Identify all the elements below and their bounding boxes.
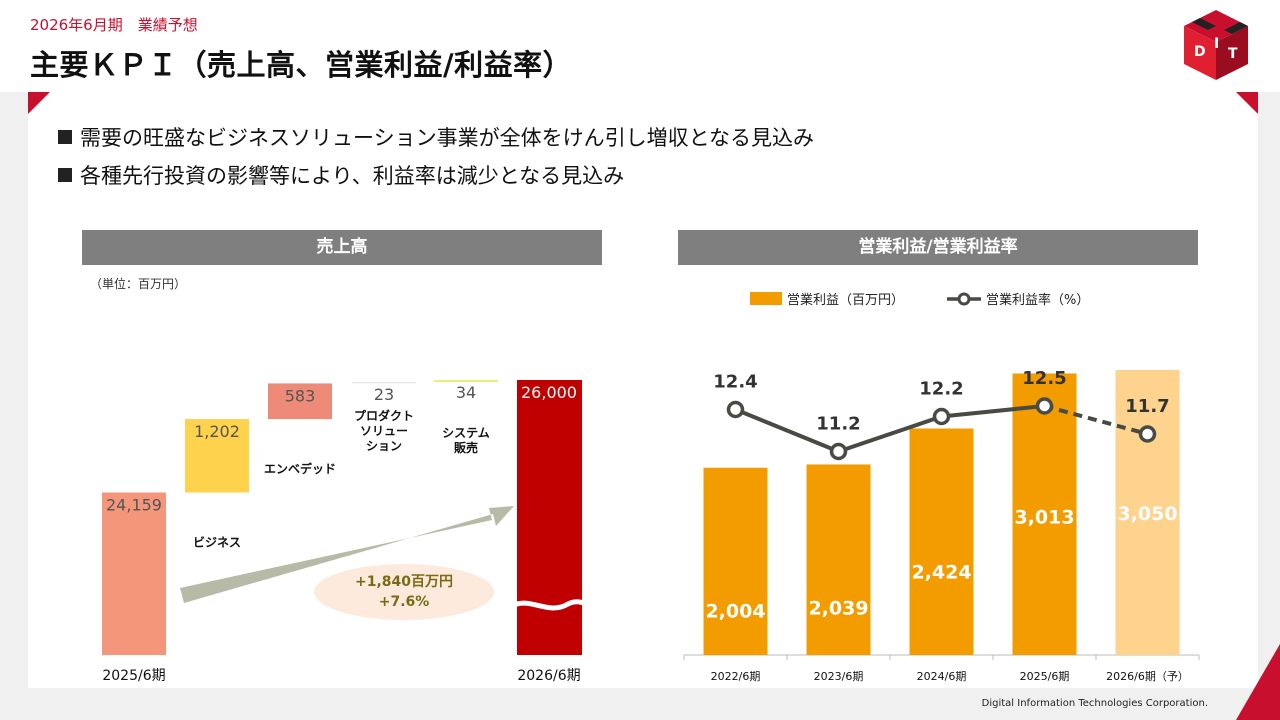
x-tick-label-4: 2025/6期 <box>1020 670 1070 683</box>
bullet-text: 需要の旺盛なビジネスソリューション事業が全体をけん引し増収となる見込み <box>80 126 814 150</box>
data-label-step-1: 1,202 <box>194 422 240 441</box>
dit-logo-icon: D I T <box>1184 10 1248 80</box>
category-label-step-4: システム販売 <box>442 426 490 455</box>
footer-company: Digital Information Technologies Corpora… <box>981 698 1208 709</box>
legend-line-label: 営業利益率（%） <box>986 292 1089 308</box>
category-label-step-2: エンベデッド <box>264 461 336 476</box>
header: 2026年6月期 業績予想 主要ＫＰＩ（売上高、営業利益/利益率） D I T <box>0 0 1280 92</box>
x-tick-label-1: 2022/6期 <box>711 670 761 683</box>
callout-percent: +7.6% <box>379 594 430 610</box>
data-label-step-4: 34 <box>456 383 476 402</box>
bar-step-4 <box>434 379 498 383</box>
margin-point-5 <box>1138 425 1157 443</box>
x-label-end: 2026/6期 <box>517 668 580 684</box>
bullet-square-icon <box>58 168 72 182</box>
profit-data-label-3: 2,424 <box>911 561 971 583</box>
corner-decoration-left <box>28 92 50 114</box>
margin-line-segment-1 <box>734 407 840 454</box>
margin-point-2 <box>829 442 848 461</box>
page-title: 主要ＫＰＩ（売上高、営業利益/利益率） <box>30 48 573 82</box>
x-tick-label-2: 2023/6期 <box>814 670 864 683</box>
margin-data-label-5: 11.7 <box>1125 396 1169 417</box>
category-label-step-3: プロダクトソリューション <box>354 408 414 453</box>
page-subtitle: 2026年6月期 業績予想 <box>30 16 198 34</box>
margin-data-label-4: 12.5 <box>1022 368 1066 389</box>
profit-bar-3 <box>909 428 974 655</box>
bar-start <box>102 492 166 655</box>
category-label-step-1: ビジネス <box>193 535 241 550</box>
margin-data-label-3: 12.2 <box>919 379 963 400</box>
data-label-end: 26,000 <box>521 383 577 402</box>
legend-bar-swatch <box>750 292 782 305</box>
corner-decoration-bottom-right <box>1236 644 1280 720</box>
data-label-step-3: 23 <box>374 385 394 404</box>
logo-letter-d: D <box>1194 44 1206 60</box>
margin-data-label-2: 11.2 <box>816 414 860 435</box>
margin-data-label-1: 12.4 <box>713 372 757 393</box>
profit-data-label-2: 2,039 <box>808 597 868 619</box>
logo-letter-i: I <box>1214 36 1219 52</box>
margin-point-1 <box>726 400 745 419</box>
x-tick-label-3: 2024/6期 <box>917 670 967 683</box>
profit-bar-2 <box>806 464 871 655</box>
margin-point-4 <box>1035 397 1054 415</box>
x-tick-label-5: 2026/6期（予） <box>1106 670 1189 683</box>
margin-point-3 <box>932 407 951 426</box>
bullet-text: 各種先行投資の影響等により、利益率は減少となる見込み <box>80 164 625 188</box>
axis-break-mark <box>510 599 590 611</box>
corner-decoration-right <box>1236 92 1258 114</box>
profit-bar-4 <box>1012 373 1077 655</box>
margin-line-segment-2 <box>837 414 943 454</box>
bar-step-1 <box>185 419 249 493</box>
bullet-2: 各種先行投資の影響等により、利益率は減少となる見込み <box>58 160 624 190</box>
x-label-start: 2025/6期 <box>102 668 165 684</box>
logo-letter-t: T <box>1228 46 1238 62</box>
data-label-start: 24,159 <box>106 496 162 515</box>
margin-line-segment-4 <box>1043 404 1149 436</box>
callout-amount: +1,840百万円 <box>355 574 453 590</box>
data-label-step-2: 583 <box>285 386 316 405</box>
margin-line-segment-3 <box>941 404 1045 419</box>
callout-background <box>314 564 494 620</box>
profit-data-label-4: 3,013 <box>1014 506 1074 528</box>
bar-step-3 <box>352 382 416 384</box>
sales-section-header: 売上高 <box>82 230 602 265</box>
profit-data-label-1: 2,004 <box>705 601 765 623</box>
bullet-1: 需要の旺盛なビジネスソリューション事業が全体をけん引し増収となる見込み <box>58 122 814 152</box>
profit-section-header: 営業利益/営業利益率 <box>678 230 1198 265</box>
growth-arrow-icon <box>180 506 514 603</box>
legend-line-marker <box>957 292 971 306</box>
profit-bar-5 <box>1115 370 1180 655</box>
page-number: 34 <box>1256 696 1270 709</box>
bar-step-2 <box>268 383 332 420</box>
profit-data-label-5: 3,050 <box>1117 503 1177 525</box>
bullet-square-icon <box>58 130 72 144</box>
legend-bar-label: 営業利益（百万円） <box>787 292 904 308</box>
unit-label: （単位：百万円） <box>90 277 187 291</box>
profit-bar-1 <box>703 467 768 655</box>
bar-end <box>517 380 582 655</box>
